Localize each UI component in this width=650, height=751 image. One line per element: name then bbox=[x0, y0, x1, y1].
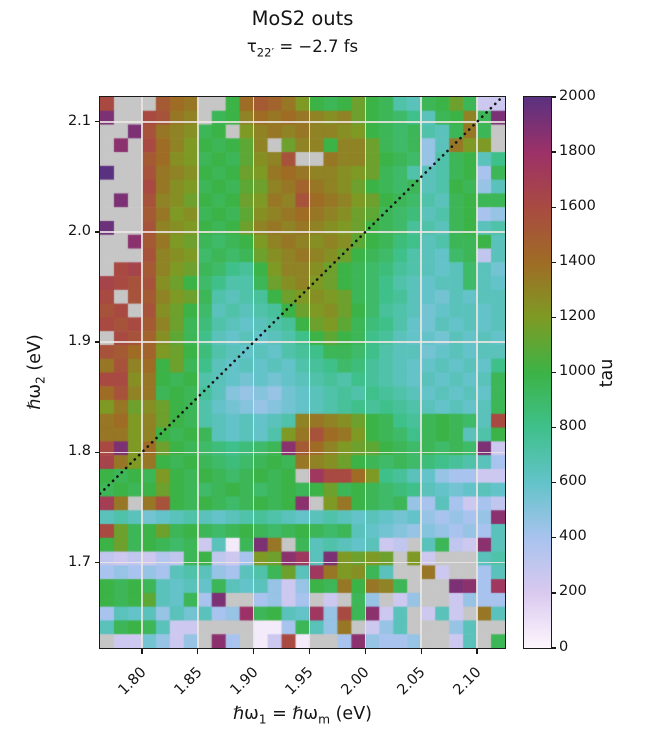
tick-mark bbox=[551, 261, 556, 263]
colorbar bbox=[523, 96, 552, 649]
colorbar-gradient bbox=[524, 97, 551, 648]
colorbar-tick-label: 600 bbox=[559, 473, 587, 490]
tick-mark bbox=[95, 231, 100, 233]
chart-title: MoS2 outs bbox=[251, 7, 354, 30]
colorbar-tick-label: 0 bbox=[559, 638, 569, 655]
colorbar-tick-label: 1200 bbox=[559, 307, 596, 324]
colorbar-tick-label: 2000 bbox=[559, 87, 596, 104]
xlabel-post: (eV) bbox=[330, 704, 372, 724]
tick-mark bbox=[95, 561, 100, 564]
tick-mark bbox=[95, 121, 100, 123]
y-tick-label: 1.7 bbox=[67, 553, 91, 570]
ylabel-sub: 2 bbox=[33, 376, 48, 385]
y-axis-label: ℏω2 (eV) bbox=[25, 334, 48, 410]
chart-subtitle: τ22′ = −2.7 fs bbox=[100, 37, 505, 59]
tick-mark bbox=[551, 206, 556, 208]
tick-mark bbox=[95, 451, 100, 454]
tick-mark bbox=[252, 649, 255, 654]
tick-mark bbox=[551, 592, 556, 594]
y-tick-label: 1.9 bbox=[67, 333, 91, 350]
tick-mark bbox=[551, 426, 556, 429]
colorbar-label: tau bbox=[597, 358, 617, 388]
colorbar-tick-label: 800 bbox=[559, 418, 587, 435]
colorbar-tick-label: 1600 bbox=[559, 197, 596, 214]
x-axis-label: ℏω1 = ℏωm (eV) bbox=[100, 704, 505, 727]
subtitle-tau-symbol: τ bbox=[246, 37, 257, 56]
colorbar-tick-label: 1400 bbox=[559, 252, 596, 269]
tick-mark bbox=[551, 537, 556, 539]
tick-mark bbox=[551, 316, 556, 319]
subtitle-subscript: 22′ bbox=[256, 45, 275, 60]
y-tick-label: 2.1 bbox=[67, 112, 91, 129]
ylabel-pre: ℏω bbox=[24, 384, 45, 410]
tick-mark bbox=[551, 151, 556, 153]
xlabel-sub1: 1 bbox=[258, 712, 267, 727]
tick-mark bbox=[551, 96, 556, 98]
subtitle-value: = −2.7 fs bbox=[274, 37, 359, 56]
xlabel-mid: = ℏω bbox=[266, 704, 319, 724]
tick-mark bbox=[197, 649, 199, 654]
tick-mark bbox=[141, 649, 143, 654]
colorbar-tick-label: 1800 bbox=[559, 142, 596, 159]
y-tick-label: 2.0 bbox=[67, 222, 91, 239]
tick-mark bbox=[551, 371, 556, 374]
tick-mark bbox=[420, 649, 422, 654]
colorbar-tick-label: 200 bbox=[559, 583, 587, 600]
ylabel-post: (eV) bbox=[24, 334, 45, 377]
colorbar-tick-label: 400 bbox=[559, 528, 587, 545]
xlabel-sub2: m bbox=[318, 712, 331, 727]
tick-mark bbox=[551, 482, 556, 484]
tick-mark bbox=[364, 649, 367, 654]
heatmap-plot bbox=[99, 96, 506, 649]
colorbar-tick-label: 1000 bbox=[559, 363, 596, 379]
tick-mark bbox=[95, 341, 100, 343]
y-tick-label: 1.8 bbox=[67, 443, 91, 460]
tick-mark bbox=[308, 649, 311, 654]
heatmap-canvas bbox=[100, 97, 505, 648]
tick-mark bbox=[551, 647, 556, 649]
xlabel-pre: ℏω bbox=[233, 704, 259, 724]
tick-mark bbox=[476, 649, 478, 654]
